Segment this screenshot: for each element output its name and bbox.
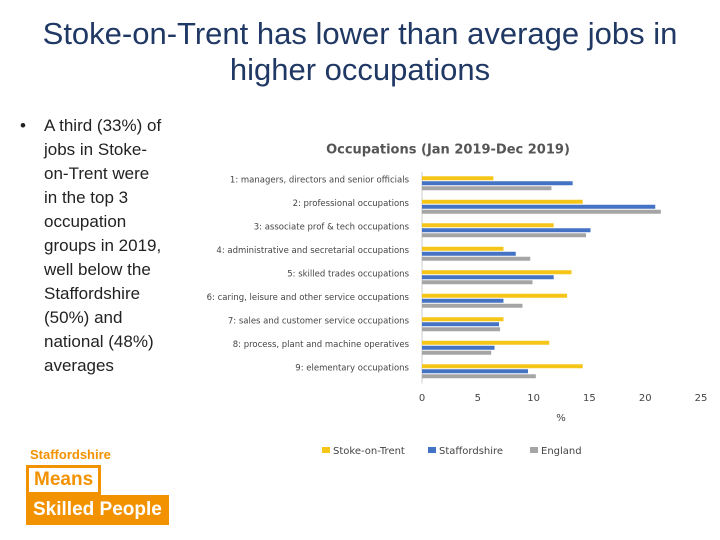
logo-text: Staffordshire — [30, 447, 111, 462]
x-tick-label: 25 — [695, 393, 708, 404]
category-label: 5: skilled trades occupations — [287, 269, 409, 279]
bar — [422, 369, 529, 374]
category-label: 3: associate prof & tech occupations — [254, 222, 410, 232]
bullet-text: A third (33%) of jobs in Stoke-on-Trent … — [44, 116, 162, 375]
bar — [422, 303, 523, 308]
x-tick-label: 20 — [639, 393, 652, 404]
chart-title: Occupations (Jan 2019-Dec 2019) — [326, 143, 570, 158]
bar — [422, 204, 656, 209]
category-label: 1: managers, directors and senior offici… — [230, 175, 410, 185]
bar — [422, 199, 583, 204]
legend-label: Staffordshire — [439, 446, 503, 457]
bar — [422, 280, 533, 285]
bar — [422, 270, 572, 275]
x-tick-label: 15 — [583, 393, 596, 404]
slide-title: Stoke-on-Trent has lower than average jo… — [42, 16, 678, 87]
bullet: • A third (33%) of jobs in Stoke-on-Trent… — [20, 114, 165, 378]
bar — [422, 181, 573, 186]
legend-swatch — [530, 447, 538, 453]
logo-text: Means — [26, 465, 102, 495]
bar — [422, 340, 550, 345]
bar — [422, 364, 583, 369]
bar — [422, 186, 552, 191]
bar — [422, 345, 495, 350]
logo-text: Skilled People — [26, 495, 169, 525]
bar — [422, 233, 587, 238]
x-tick-label: 0 — [419, 393, 425, 404]
category-label: 7: sales and customer service occupation… — [228, 316, 410, 326]
bar — [422, 176, 494, 181]
bar — [422, 246, 504, 251]
legend-label: Stoke-on-Trent — [333, 446, 405, 457]
category-label: 8: process, plant and machine operatives — [233, 340, 410, 350]
category-label: 9: elementary occupations — [295, 363, 409, 373]
x-tick-label: 5 — [475, 393, 481, 404]
bar — [422, 251, 516, 256]
bar — [422, 293, 568, 298]
category-label: 4: administrative and secretarial occupa… — [216, 246, 409, 256]
x-axis-label: % — [556, 413, 566, 424]
bar — [422, 275, 554, 280]
bar — [422, 298, 504, 303]
legend-label: England — [541, 446, 582, 457]
legend-swatch — [428, 447, 436, 453]
bar — [422, 256, 531, 261]
bar — [422, 209, 661, 214]
bar — [422, 223, 554, 228]
x-tick-label: 10 — [527, 393, 540, 404]
category-label: 6: caring, leisure and other service occ… — [207, 293, 410, 303]
bar — [422, 327, 501, 332]
bar — [422, 228, 591, 233]
bar — [422, 317, 504, 322]
category-label: 2: professional occupations — [293, 199, 410, 209]
legend-swatch — [322, 447, 330, 453]
bar — [422, 374, 536, 379]
bar — [422, 350, 492, 355]
bar — [422, 322, 500, 327]
